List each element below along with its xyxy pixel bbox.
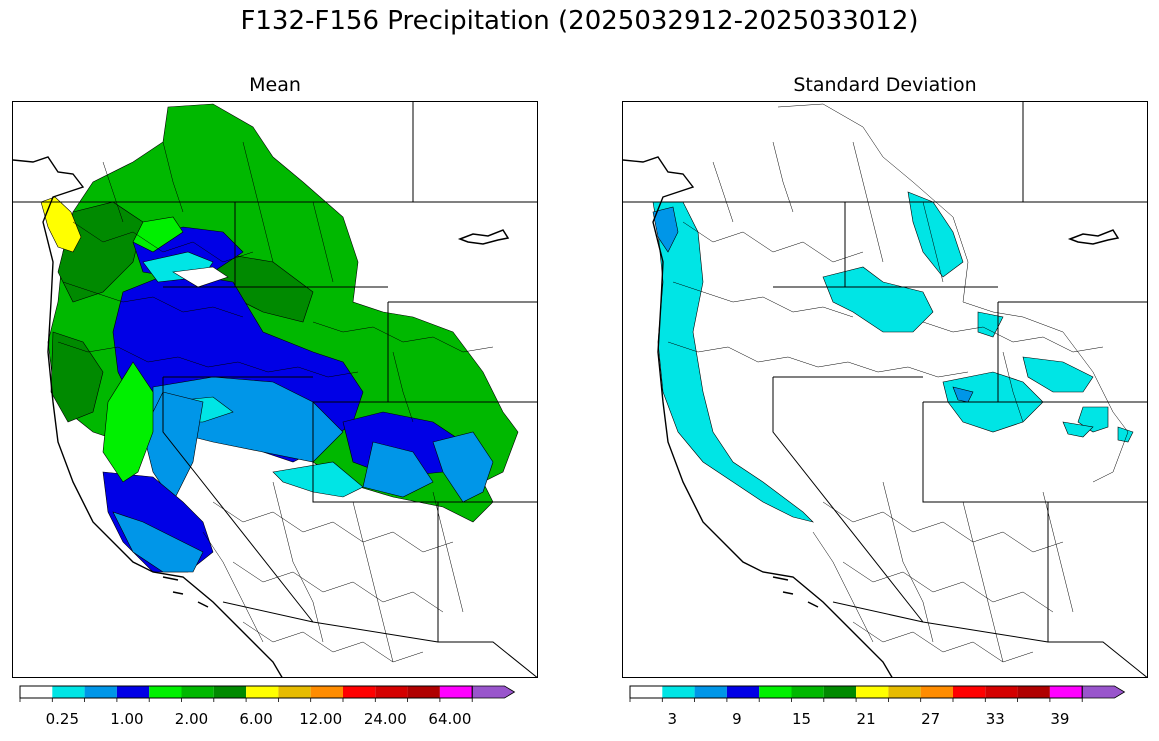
right-colorbar-extend-arrow (1081, 685, 1126, 699)
right-colorbar-swatch (823, 686, 857, 698)
left-colorbar-swatch (181, 686, 214, 698)
right-colorbar-tick-label: 15 (791, 710, 812, 728)
mean-boundaries (13, 102, 537, 677)
left-colorbar-swatch (343, 686, 376, 698)
right-colorbar-swatch (694, 686, 727, 698)
right-colorbar-swatch (920, 686, 953, 698)
left-colorbar-swatch (246, 686, 279, 698)
right-colorbar-swatch (1017, 686, 1050, 698)
right-colorbar-swatch (759, 686, 792, 698)
right-colorbar-outline (629, 685, 1083, 699)
std-panel-title: Standard Deviation (793, 74, 977, 96)
right-colorbar-swatch (856, 686, 889, 698)
left-colorbar-swatch (20, 686, 53, 698)
right-colorbar-swatch (953, 686, 986, 698)
right-colorbar-tick-label: 27 (921, 710, 941, 728)
mean-map (13, 102, 537, 677)
left-colorbar-swatch (375, 686, 408, 698)
right-colorbar-tick-label: 21 (856, 710, 876, 728)
left-colorbar-tick-label: 24.00 (363, 710, 407, 728)
figure-title: F132-F156 Precipitation (2025032912-2025… (240, 6, 919, 36)
right-colorbar-tick-label: 33 (985, 710, 1005, 728)
right-colorbar-tick-label: 9 (732, 710, 742, 728)
right-colorbar-tick-label: 39 (1050, 710, 1070, 728)
left-colorbar-swatch (213, 686, 247, 698)
mean-map-panel (12, 101, 538, 678)
right-colorbar-swatch (662, 686, 695, 698)
left-colorbar-swatch (84, 686, 117, 698)
std-colorbar (629, 685, 1140, 710)
left-colorbar-swatch (439, 686, 473, 698)
left-colorbar-swatch (278, 686, 311, 698)
mean-colorbar-swatches (19, 685, 516, 702)
right-colorbar-swatch (726, 686, 760, 698)
left-colorbar-outline (19, 685, 473, 699)
std-precip-fill (652, 191, 1134, 523)
left-colorbar-swatch (407, 686, 440, 698)
right-colorbar-swatch (630, 686, 663, 698)
left-colorbar-swatch (149, 686, 182, 698)
left-colorbar-tick-label: 0.25 (45, 710, 79, 728)
left-colorbar-extend-arrow (471, 685, 516, 699)
mean-panel-title: Mean (249, 74, 301, 96)
std-boundaries (623, 102, 1147, 677)
left-colorbar-tick-label: 6.00 (239, 710, 273, 728)
left-colorbar-tick-label: 1.00 (110, 710, 144, 728)
mean-precip-fill (40, 103, 519, 573)
std-colorbar-swatches (629, 685, 1126, 702)
right-colorbar-swatch (888, 686, 921, 698)
left-colorbar-swatch (310, 686, 343, 698)
right-colorbar-swatch (1049, 686, 1083, 698)
left-colorbar-tick-label: 64.00 (428, 710, 472, 728)
left-colorbar-swatch (52, 686, 85, 698)
std-map-panel (622, 101, 1148, 678)
left-colorbar-swatch (116, 686, 150, 698)
left-colorbar-tick-label: 12.00 (299, 710, 343, 728)
std-map (623, 102, 1147, 677)
right-colorbar-swatch (985, 686, 1018, 698)
mean-colorbar (19, 685, 530, 710)
left-colorbar-tick-label: 2.00 (174, 710, 209, 728)
right-colorbar-tick-label: 3 (667, 710, 678, 728)
right-colorbar-swatch (791, 686, 824, 698)
